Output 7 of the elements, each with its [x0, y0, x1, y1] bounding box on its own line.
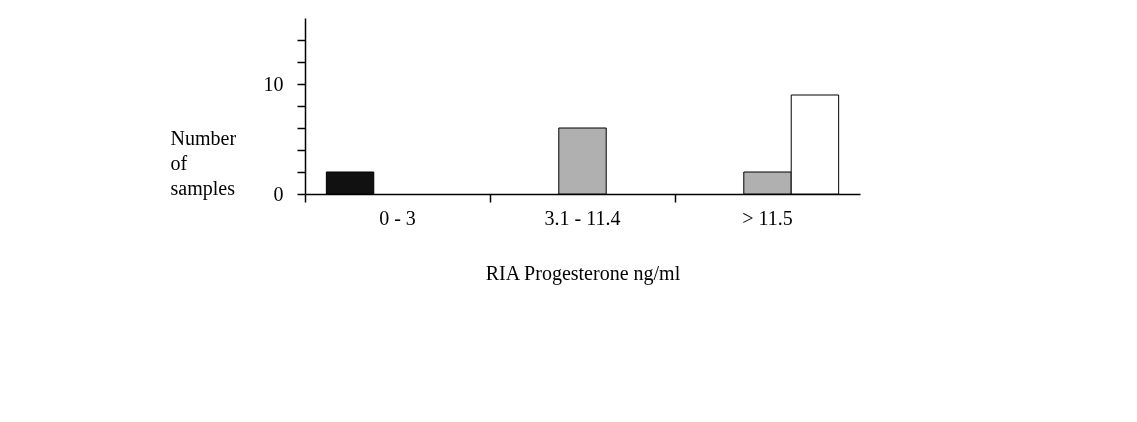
x-axis-title: RIA Progesterone ng/ml	[485, 261, 681, 285]
y-tick-label: 10	[263, 72, 284, 95]
x-tick-label: > 11.5	[742, 206, 793, 229]
x-tick-label: 3.1 - 11.4	[544, 206, 621, 229]
x-tick-label: 0 - 3	[379, 206, 416, 229]
y-axis-title: Number of samples	[170, 126, 237, 200]
y-tick-label: 0	[273, 182, 284, 205]
